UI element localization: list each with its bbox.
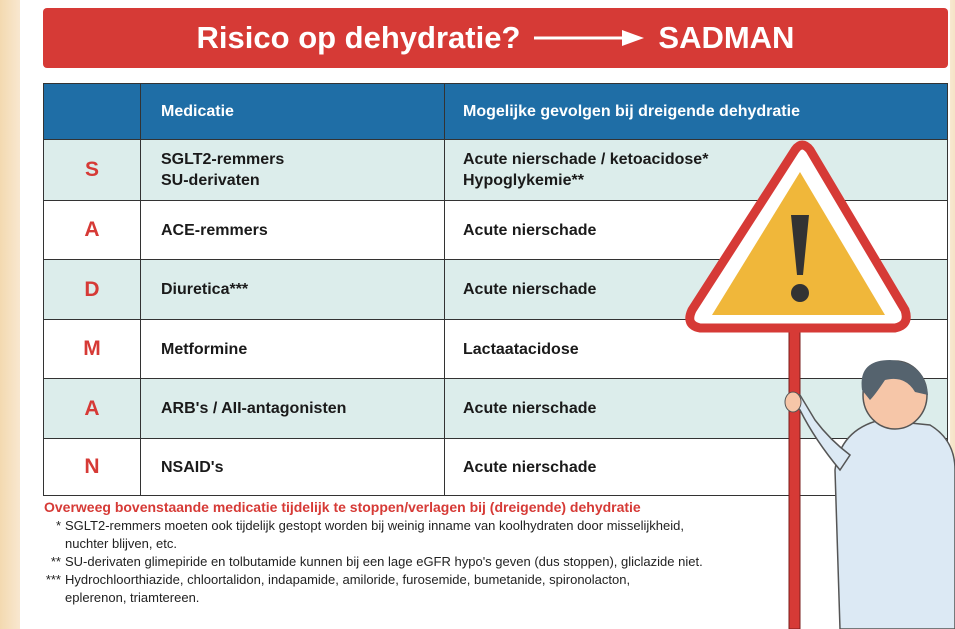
- letter-cell: M: [44, 320, 141, 378]
- medication-cell: ACE-remmers: [141, 201, 445, 259]
- note-line: SGLT2-remmers moeten ook tijdelijk gesto…: [65, 518, 684, 533]
- title-right: SADMAN: [658, 20, 795, 55]
- effect-line: Acute nierschade: [463, 221, 597, 239]
- title-banner: Risico op dehydratie? SADMAN: [43, 8, 948, 68]
- effect-line: Lactaatacidose: [463, 340, 579, 358]
- letter-cell: S: [44, 140, 141, 200]
- header-cell: [44, 84, 141, 139]
- note-line: SU-derivaten glimepiride en tolbutamide …: [65, 554, 703, 569]
- table-row: A ARB's / AII-antagonisten Acute nierschad…: [44, 378, 947, 438]
- effect-cell: Acute nierschade: [445, 439, 947, 495]
- effect-line: Acute nierschade: [463, 281, 597, 298]
- medication-line: SGLT2-remmers: [161, 151, 285, 168]
- effect-cell: Acute nierschade: [445, 260, 947, 319]
- note-item: *** Hydrochloorthiazide, chloortalidon, i…: [44, 571, 804, 607]
- note-text: SU-derivaten glimepiride en tolbutamide …: [65, 553, 703, 571]
- effect-cell: Acute nierschade / ketoacidose* Hypoglyke…: [445, 140, 947, 200]
- notes-heading: Overweeg bovenstaande medicatie tijdelij…: [44, 499, 641, 515]
- medication-line: NSAID's: [161, 458, 224, 476]
- table-row: A ACE-remmers Acute nierschade: [44, 200, 947, 259]
- medication-cell: Metformine: [141, 320, 445, 378]
- effect-cell: Acute nierschade: [445, 201, 947, 259]
- effect-cell: Lactaatacidose: [445, 320, 947, 378]
- note-line: eplerenon, triamtereen.: [65, 590, 200, 605]
- medication-cell: NSAID's: [141, 439, 445, 495]
- title-left: Risico op dehydratie?: [196, 20, 521, 55]
- medication-cell: ARB's / AII-antagonisten: [141, 379, 445, 438]
- effect-line: Acute nierschade: [463, 400, 597, 417]
- letter-cell: A: [44, 201, 141, 259]
- header-row: Medicatie Mogelijke gevolgen bij dreigen…: [44, 84, 947, 139]
- note-text: SGLT2-remmers moeten ook tijdelijk gesto…: [65, 517, 684, 553]
- arrow: [534, 30, 645, 46]
- note-marker: **: [50, 554, 61, 569]
- note-text: Hydrochloorthiazide, chloortalidon, inda…: [65, 571, 630, 607]
- table-row: M Metformine Lactaatacidose: [44, 319, 947, 378]
- medication-cell: SGLT2-remmers SU-derivaten: [141, 140, 445, 200]
- medication-line: ARB's / AII-antagonisten: [161, 400, 347, 417]
- note-line: nuchter blijven, etc.: [65, 536, 178, 551]
- header-cell: Medicatie: [141, 84, 445, 139]
- letter-cell: D: [44, 260, 141, 319]
- table: Medicatie Mogelijke gevolgen bij dreigen…: [43, 83, 948, 496]
- note-item: ** SU-derivaten glimepiride en tolbutamid…: [44, 553, 804, 571]
- letter-cell: A: [44, 379, 141, 438]
- header-cell: Mogelijke gevolgen bij dreigende dehydra…: [463, 102, 800, 120]
- medication-line: SU-derivaten: [161, 172, 260, 189]
- note-line: Hydrochloorthiazide, chloortalidon, inda…: [65, 572, 631, 587]
- note-item: * SGLT2-remmers moeten ook tijdelijk gest…: [44, 517, 804, 553]
- effect-line: Acute nierschade: [463, 458, 597, 476]
- table-row: N NSAID's Acute nierschade: [44, 438, 947, 495]
- note-marker: ***: [45, 572, 61, 587]
- effect-line: Hypoglykemie**: [463, 172, 584, 189]
- table-row: D Diuretica*** Acute nierschade: [44, 259, 947, 319]
- letter-cell: N: [44, 439, 141, 495]
- note-marker: *: [55, 518, 61, 533]
- medication-cell: Diuretica***: [141, 260, 445, 319]
- effect-line: Acute nierschade / ketoacidose*: [463, 151, 709, 168]
- medication-line: Metformine: [161, 340, 248, 358]
- medication-line: ACE-remmers: [161, 221, 268, 239]
- medication-line: Diuretica***: [161, 281, 249, 298]
- notes: Overweeg bovenstaande medicatie tijdelij…: [44, 499, 804, 607]
- table-row: S SGLT2-remmers SU-derivaten Acute nierscha…: [44, 139, 947, 200]
- effect-cell: Acute nierschade: [445, 379, 947, 438]
